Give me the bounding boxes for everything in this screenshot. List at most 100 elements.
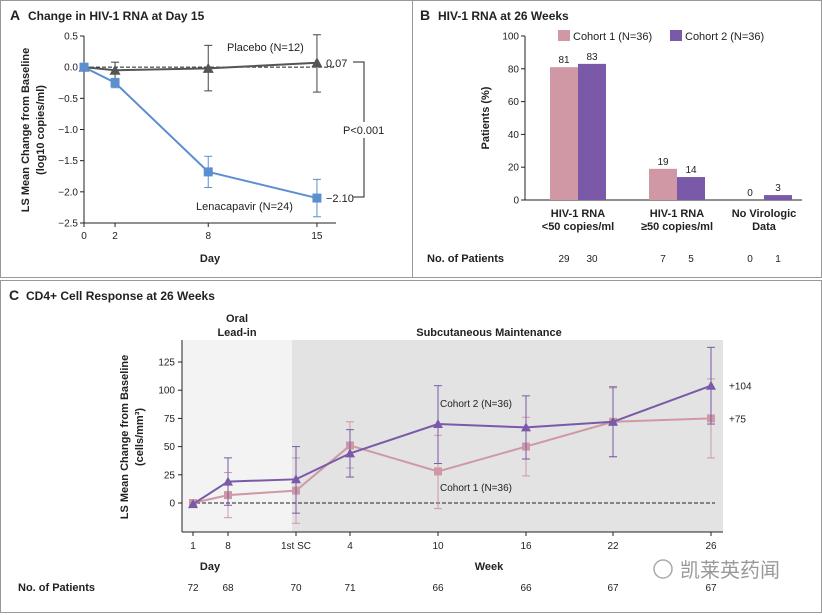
end-value-label: +104: [729, 382, 752, 393]
x-tick-label: 4: [347, 541, 353, 552]
square-marker: [79, 62, 89, 72]
category-label: HIV-1 RNA: [551, 208, 605, 220]
patients-count: 0: [747, 254, 753, 265]
y-tick-label: −1.5: [58, 156, 78, 167]
phase-label: Subcutaneous Maintenance: [416, 327, 561, 339]
panel-a-title: Change in HIV-1 RNA at Day 15: [28, 9, 205, 23]
legend-swatch: [558, 30, 570, 41]
phase-label: Oral: [226, 313, 248, 325]
legend-label: Cohort 1 (N=36): [573, 31, 652, 43]
bar: [764, 195, 792, 200]
square-marker: [312, 193, 322, 203]
y-tick-label: 75: [164, 414, 176, 425]
category-label: ≥50 copies/ml: [641, 221, 713, 233]
legend-label: Cohort 2 (N=36): [685, 31, 764, 43]
p-value: P<0.001: [343, 125, 384, 137]
series-line: [192, 384, 712, 505]
triangle-marker: [291, 474, 301, 484]
bar-value-label: 0: [747, 188, 753, 199]
triangle-marker: [223, 476, 233, 486]
x-tick-label: 16: [520, 541, 532, 552]
patients-count: 70: [290, 583, 302, 594]
triangle-marker: [188, 499, 198, 509]
category-label: No Virologic: [732, 208, 797, 220]
series-label-cohort-1: Cohort 1 (N=36): [440, 483, 512, 494]
patients-label: No. of Patients: [427, 253, 504, 265]
y-axis-label-unit: (log10 copies/ml): [35, 85, 47, 175]
patients-count: 66: [432, 583, 444, 594]
end-value-label: +75: [729, 414, 746, 425]
panel-c-letter: C: [9, 287, 19, 303]
triangle-marker: [706, 380, 716, 390]
y-tick-label: 25: [164, 470, 176, 481]
bar-value-label: 3: [775, 183, 781, 194]
series-cohort-2: +104: [188, 346, 752, 514]
patients-count: 67: [607, 583, 619, 594]
end-value-label: 0.07: [326, 58, 347, 70]
x-tick-label: 2: [112, 231, 118, 242]
y-tick-label: 80: [508, 64, 520, 75]
bar: [550, 67, 578, 200]
y-axis-label-unit: (cells/mm³): [134, 408, 146, 466]
x-tick-label: 0: [81, 231, 87, 242]
phase-label: Lead-in: [217, 327, 256, 339]
square-marker: [110, 78, 120, 88]
watermark: 凯莱英药闻: [653, 559, 780, 582]
x-axis-label-week: Week: [475, 561, 504, 573]
x-tick-label: 1: [190, 541, 196, 552]
bar-value-label: 83: [586, 52, 598, 63]
panel-b-letter: B: [420, 7, 430, 23]
category-label: HIV-1 RNA: [650, 208, 704, 220]
patients-count: 68: [222, 583, 234, 594]
y-tick-label: 50: [164, 442, 176, 453]
series-placebo: 0.07: [78, 34, 347, 93]
series-line: [83, 66, 318, 200]
patients-count: 1: [775, 254, 781, 265]
panel-a-chart: 0.5 0.0 −0.5 −1.0 −1.5 −2.0 −2.50 2 8 15 Day LS Mea…: [20, 32, 384, 266]
end-value-label: −2.10: [326, 193, 354, 205]
series-label-placebo: Placebo (N=12): [227, 42, 304, 54]
triangle-marker: [608, 416, 618, 426]
patients-count: 30: [586, 254, 598, 265]
y-tick-label: 100: [158, 386, 175, 397]
x-axis-label-day: Day: [200, 561, 221, 573]
triangle-marker: [311, 57, 323, 68]
legend-swatch: [670, 30, 682, 41]
category-label: <50 copies/ml: [542, 221, 614, 233]
y-tick-label: 0.0: [64, 63, 78, 74]
y-tick-label: −2.5: [58, 219, 78, 230]
triangle-marker: [345, 448, 355, 458]
panel-b-title: HIV-1 RNA at 26 Weeks: [438, 9, 569, 23]
bar: [649, 168, 677, 200]
y-tick-label: −0.5: [58, 94, 78, 105]
y-tick-label: 0: [513, 196, 519, 207]
y-tick-label: 100: [502, 32, 519, 43]
x-axis-label: Day: [200, 253, 221, 265]
x-tick-label: 8: [225, 541, 231, 552]
bracket-gap: [358, 122, 372, 138]
bar: [578, 63, 606, 200]
y-tick-label: 0.5: [64, 32, 78, 43]
y-tick-label: 125: [158, 358, 175, 369]
patients-count: 67: [705, 583, 717, 594]
series-line: [83, 61, 318, 72]
phase-maintenance-background: [292, 340, 723, 532]
triangle-marker: [521, 422, 531, 432]
x-tick-label: 8: [205, 231, 211, 242]
square-marker: [203, 167, 213, 177]
y-tick-label: −2.0: [58, 187, 78, 198]
x-tick-label: 1st SC: [281, 541, 311, 552]
patients-label: No. of Patients: [18, 582, 95, 594]
wechat-icon: [653, 559, 673, 579]
y-axis-label: LS Mean Change from Baseline: [20, 48, 32, 212]
bar-value-label: 14: [685, 165, 697, 176]
x-tick-label: 26: [705, 541, 717, 552]
y-tick-label: 20: [508, 163, 520, 174]
patients-count: 71: [344, 583, 356, 594]
bar-value-label: 19: [657, 157, 669, 168]
watermark-text: 凯莱英药闻: [680, 559, 780, 582]
panel-a-letter: A: [10, 7, 20, 23]
square-marker: [434, 467, 442, 476]
